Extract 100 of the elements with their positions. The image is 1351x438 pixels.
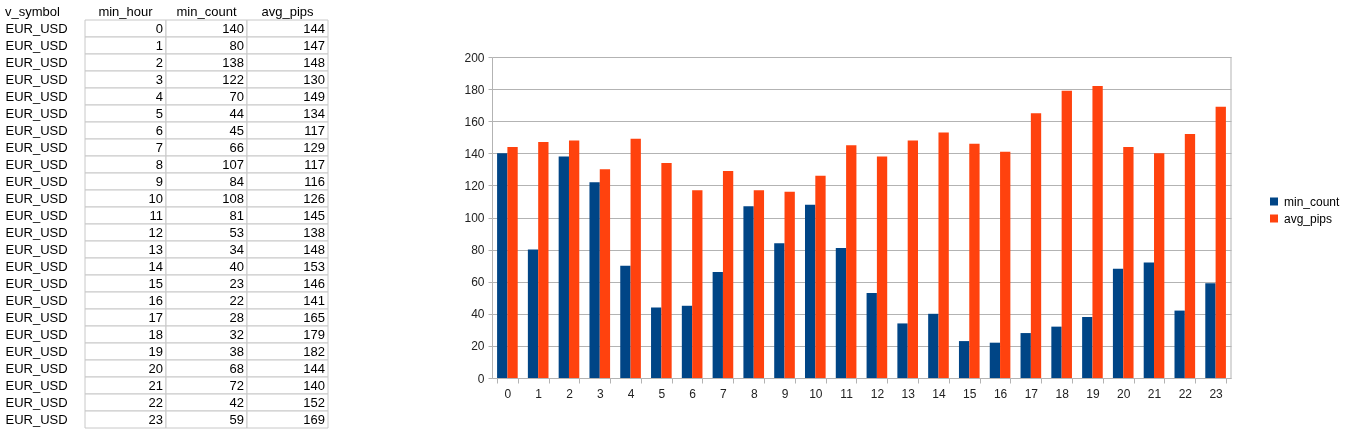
x-tick-label: 14 — [932, 386, 946, 401]
y-tick-label: 60 — [471, 275, 485, 290]
bar — [589, 182, 600, 378]
bar — [651, 307, 662, 378]
data-label: 144 — [303, 360, 325, 376]
data-label: 165 — [303, 309, 325, 325]
bar — [1174, 310, 1185, 378]
data-label: 38 — [229, 343, 244, 359]
data-label: 23 — [229, 275, 244, 291]
bar — [1000, 151, 1011, 378]
bar — [1030, 113, 1042, 378]
data-label: 182 — [303, 343, 325, 359]
bar — [1092, 85, 1103, 378]
data-label: 22 — [229, 292, 244, 308]
bar — [681, 305, 693, 378]
bar — [599, 169, 611, 378]
y-tick-label: EUR_USD — [5, 71, 68, 87]
data-label: 11 — [149, 207, 163, 223]
y-axis-title: v_symbol — [5, 3, 61, 19]
bar — [753, 190, 765, 378]
data-label: 126 — [303, 190, 325, 206]
x-tick-label: 0 — [504, 386, 512, 401]
x-tick-label: 1 — [535, 386, 543, 401]
bar — [835, 248, 847, 378]
data-label: 15 — [148, 275, 163, 291]
x-tick-label: 19 — [1086, 386, 1100, 401]
bar — [1082, 317, 1093, 378]
bar — [743, 206, 754, 378]
data-label: 28 — [229, 309, 244, 325]
y-tick-label: 100 — [464, 211, 485, 225]
bar — [1061, 90, 1072, 378]
y-tick-label: EUR_USD — [5, 241, 68, 257]
data-label: 134 — [303, 105, 325, 121]
data-label: 34 — [229, 241, 244, 257]
data-label: 153 — [303, 258, 325, 274]
y-tick-label: EUR_USD — [5, 343, 68, 359]
data-label: 84 — [229, 173, 244, 189]
y-tick-label: EUR_USD — [5, 54, 68, 70]
bar — [1215, 106, 1226, 378]
data-label: 147 — [303, 37, 325, 53]
data-label: 148 — [303, 241, 325, 257]
data-label: 70 — [229, 88, 244, 104]
data-label: 146 — [303, 275, 325, 291]
data-label: 16 — [148, 292, 163, 308]
y-tick-label: 80 — [471, 243, 485, 258]
x-tick-label: 22 — [1178, 386, 1193, 401]
x-tick-label: 11 — [840, 386, 854, 401]
y-tick-label: EUR_USD — [5, 173, 68, 189]
data-label: 66 — [229, 139, 244, 155]
bar — [969, 143, 980, 378]
data-label: 18 — [148, 326, 163, 342]
bar — [938, 132, 949, 378]
x-tick-label: 7 — [720, 386, 728, 401]
x-tick-label: 2 — [566, 386, 574, 401]
x-tick-label: 8 — [750, 386, 758, 401]
data-label: 12 — [148, 224, 163, 240]
data-label: 148 — [303, 54, 325, 70]
data-label: 179 — [303, 326, 325, 342]
data-label: 117 — [304, 122, 325, 138]
data-label: 149 — [303, 88, 325, 104]
y-tick-label: 40 — [471, 307, 485, 322]
bar — [507, 146, 518, 378]
y-tick-label: EUR_USD — [5, 360, 68, 376]
y-tick-label: EUR_USD — [5, 156, 68, 172]
data-label: 140 — [222, 20, 244, 36]
x-tick-label: 18 — [1055, 386, 1070, 401]
data-label: 2 — [155, 54, 163, 70]
bar — [876, 156, 888, 378]
data-label: 59 — [229, 411, 244, 427]
bar — [558, 156, 569, 378]
data-label: 130 — [303, 71, 325, 87]
data-label: 138 — [303, 224, 325, 240]
bar — [866, 292, 877, 378]
x-tick-label: 10 — [809, 386, 823, 401]
y-tick-label: 200 — [464, 50, 485, 65]
data-label: 152 — [303, 394, 325, 410]
x-tick-label: 21 — [1147, 386, 1162, 401]
data-label: 32 — [229, 326, 244, 342]
data-label: 107 — [222, 156, 244, 172]
bar — [1205, 283, 1216, 378]
bar — [805, 204, 816, 378]
y-tick-label: EUR_USD — [5, 37, 68, 53]
x-tick-label: 3 — [596, 386, 604, 401]
bar — [1154, 153, 1165, 378]
bar — [712, 272, 723, 378]
bar — [538, 142, 549, 378]
data-label: 169 — [303, 411, 325, 427]
data-label: 8 — [155, 156, 163, 172]
y-tick-label: 0 — [477, 371, 485, 386]
data-label: 108 — [222, 190, 244, 206]
data-label: 122 — [222, 71, 244, 87]
x-tick-label: avg_pips — [261, 4, 315, 19]
data-label: 45 — [229, 122, 244, 138]
y-tick-label: EUR_USD — [5, 394, 68, 410]
data-label: 6 — [155, 122, 163, 138]
bar — [989, 342, 1001, 378]
y-tick-label: EUR_USD — [5, 88, 68, 104]
x-tick-label: 5 — [658, 386, 666, 401]
legend-label: min_count — [1284, 194, 1341, 209]
bar — [784, 191, 795, 378]
